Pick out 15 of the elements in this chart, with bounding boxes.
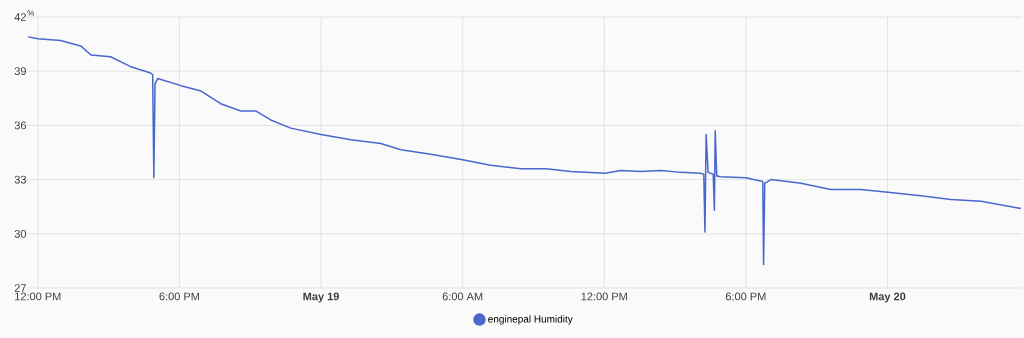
x-tick-label: 6:00 PM [725, 292, 766, 301]
y-tick-label: 36 [14, 121, 26, 130]
y-axis-title: % [27, 10, 35, 16]
x-tick-label: May 20 [869, 292, 906, 303]
x-tick-label: 6:00 AM [442, 292, 483, 301]
x-tick-label: 12:00 PM [15, 292, 61, 301]
y-tick-label: 27 [14, 284, 26, 292]
y-tick-label: 33 [14, 175, 26, 184]
legend-label: enginepal Humidity [488, 315, 573, 325]
y-tick-label: 30 [14, 229, 27, 238]
x-tick-label: 12:00 PM [581, 292, 627, 301]
x-tick-label: May 19 [303, 292, 339, 303]
x-tick-label: 6:00 PM [159, 292, 199, 301]
y-tick-label: 42 [14, 13, 26, 21]
y-tick-label: 39 [14, 67, 26, 76]
